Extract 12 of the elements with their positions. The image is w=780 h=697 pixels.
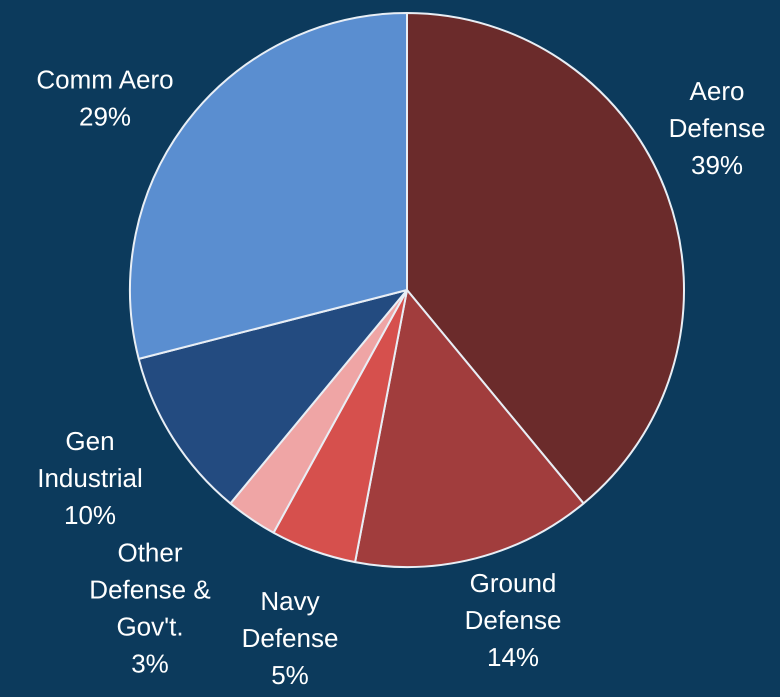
data-label: 10% (64, 500, 116, 530)
slice-label: Other Defense & Gov't. (89, 538, 211, 642)
slice-label: Ground Defense (464, 568, 562, 636)
data-label: 5% (271, 660, 309, 690)
data-label: 14% (486, 642, 540, 672)
slice-label: Aero Defense (668, 76, 766, 144)
slice-label: Gen Industrial (37, 426, 143, 494)
data-label: 39% (690, 150, 744, 180)
data-label: 29% (78, 102, 132, 132)
slice-label: Navy Defense (242, 586, 338, 654)
slice-label: Comm Aero (36, 64, 174, 95)
data-label: 3% (131, 648, 169, 679)
